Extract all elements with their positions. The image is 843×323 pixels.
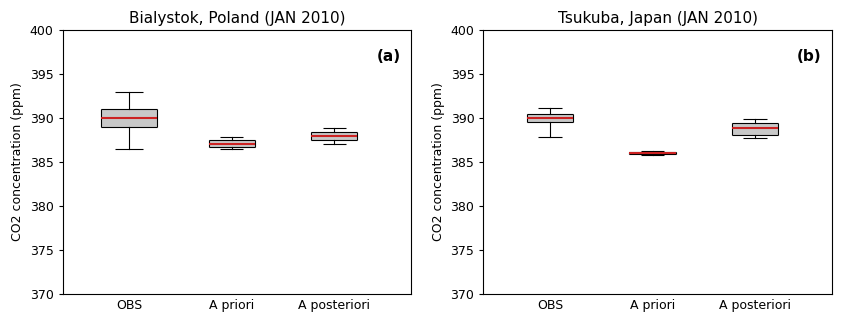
Title: Bialystok, Poland (JAN 2010): Bialystok, Poland (JAN 2010)	[129, 11, 345, 26]
Text: (a): (a)	[377, 48, 400, 64]
Bar	[101, 109, 158, 127]
Bar	[527, 114, 573, 122]
Text: (b): (b)	[797, 48, 821, 64]
Bar	[732, 123, 778, 135]
Y-axis label: CO2 concentration (ppm): CO2 concentration (ppm)	[11, 83, 24, 242]
Bar	[208, 140, 255, 147]
Bar	[630, 152, 675, 154]
Title: Tsukuba, Japan (JAN 2010): Tsukuba, Japan (JAN 2010)	[557, 11, 758, 26]
Y-axis label: CO2 concentration (ppm): CO2 concentration (ppm)	[432, 83, 445, 242]
Bar	[311, 132, 357, 140]
